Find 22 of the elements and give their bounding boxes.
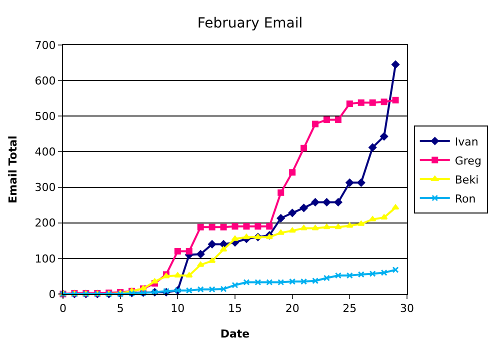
legend-label: Beki bbox=[454, 173, 479, 186]
y-tick-label: 400 bbox=[34, 146, 56, 159]
chart-title: February Email bbox=[197, 15, 303, 32]
y-tick-label: 200 bbox=[34, 216, 56, 230]
y-tick-label: 300 bbox=[34, 181, 56, 194]
x-tick-label: 0 bbox=[60, 302, 66, 316]
y-tick-label: 0 bbox=[48, 288, 56, 301]
x-tick-label: 25 bbox=[342, 302, 357, 316]
y-axis-title: Email Total bbox=[6, 136, 20, 204]
legend-label: Ivan bbox=[454, 135, 478, 148]
y-tick-label: 100 bbox=[34, 252, 56, 266]
x-tick-label: 30 bbox=[400, 302, 414, 316]
y-tick-label: 600 bbox=[34, 74, 56, 88]
legend-label: Greg bbox=[454, 154, 482, 168]
x-tick-label: 15 bbox=[228, 302, 242, 316]
x-axis-title: Date bbox=[220, 327, 250, 340]
y-tick-label: 500 bbox=[34, 110, 56, 123]
y-tick-label: 700 bbox=[34, 38, 56, 52]
x-tick-label: 10 bbox=[170, 302, 185, 316]
x-tick-label: 5 bbox=[116, 302, 124, 316]
legend-label: Ron bbox=[454, 192, 476, 206]
x-tick-label: 20 bbox=[285, 302, 300, 316]
